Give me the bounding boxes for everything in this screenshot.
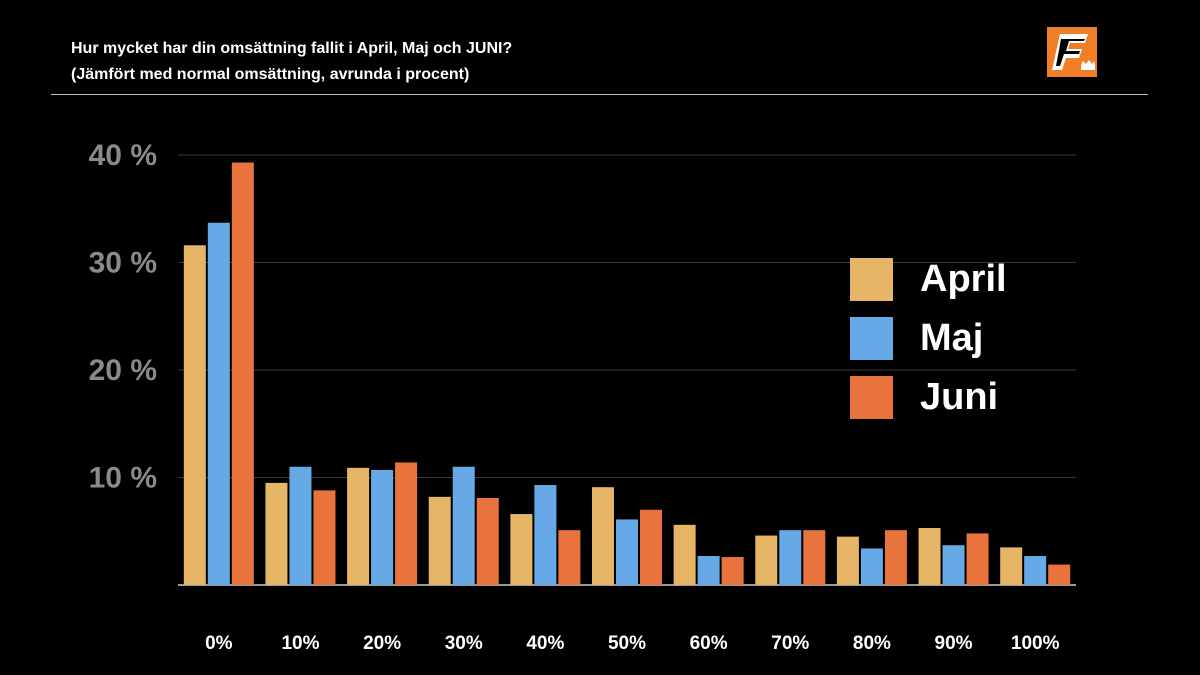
x-tick-label: 50% bbox=[608, 633, 646, 654]
x-tick-label: 30% bbox=[445, 633, 483, 654]
legend-swatch-maj bbox=[850, 317, 893, 360]
bar-maj bbox=[534, 485, 557, 585]
x-tick-label: 80% bbox=[853, 633, 891, 654]
legend-swatch-april bbox=[850, 258, 893, 301]
bar-juni bbox=[884, 530, 907, 585]
legend-label-maj: Maj bbox=[920, 317, 984, 359]
chart-legend: April Maj Juni bbox=[850, 250, 1007, 427]
legend-label-april: April bbox=[920, 258, 1007, 300]
bar-maj bbox=[860, 548, 883, 585]
bar-maj bbox=[289, 466, 312, 585]
x-tick-label: 0% bbox=[205, 633, 233, 654]
bar-juni bbox=[1048, 564, 1071, 585]
bar-juni bbox=[313, 490, 336, 585]
y-tick-label: 40 % bbox=[89, 139, 157, 172]
f-crown-logo-icon bbox=[1047, 27, 1097, 77]
bar-juni bbox=[476, 497, 499, 585]
bar-maj bbox=[1024, 555, 1047, 585]
x-tick-label: 90% bbox=[935, 633, 973, 654]
bar-juni bbox=[966, 533, 989, 585]
y-tick-label: 20 % bbox=[89, 354, 157, 387]
header-divider bbox=[51, 94, 1148, 95]
legend-item-maj: Maj bbox=[850, 309, 1007, 368]
chart-header: Hur mycket har din omsättning fallit i A… bbox=[71, 36, 512, 88]
bar-april bbox=[673, 524, 696, 585]
x-tick-label: 70% bbox=[771, 633, 809, 654]
bar-april bbox=[592, 487, 614, 585]
bar-april bbox=[183, 245, 206, 586]
bar-april bbox=[1000, 547, 1023, 585]
bar-juni bbox=[803, 530, 826, 585]
bar-juni bbox=[231, 162, 254, 585]
legend-item-juni: Juni bbox=[850, 368, 1007, 427]
bar-april bbox=[347, 467, 370, 585]
bar-april bbox=[265, 482, 288, 585]
bar-april bbox=[755, 535, 778, 585]
bar-maj bbox=[616, 519, 638, 585]
bar-juni bbox=[721, 557, 744, 585]
bar-april bbox=[918, 528, 941, 585]
y-tick-label: 10 % bbox=[89, 461, 157, 494]
bar-maj bbox=[697, 555, 720, 585]
x-tick-label: 40% bbox=[526, 633, 564, 654]
bar-april bbox=[428, 496, 451, 585]
bar-maj bbox=[207, 222, 230, 585]
legend-label-juni: Juni bbox=[920, 376, 999, 418]
bar-juni bbox=[558, 530, 581, 585]
bar-maj bbox=[371, 469, 394, 585]
y-tick-label: 30 % bbox=[89, 246, 157, 279]
bar-maj bbox=[452, 466, 475, 585]
x-tick-label: 10% bbox=[281, 633, 319, 654]
x-tick-label: 60% bbox=[690, 633, 728, 654]
bar-april bbox=[510, 514, 533, 585]
legend-swatch-juni bbox=[850, 376, 893, 419]
bar-april bbox=[836, 536, 859, 585]
bar-maj bbox=[942, 545, 965, 585]
legend-item-april: April bbox=[850, 250, 1007, 309]
bar-juni bbox=[395, 462, 418, 585]
bar-juni bbox=[640, 509, 662, 585]
x-tick-label: 20% bbox=[363, 633, 401, 654]
chart-title: Hur mycket har din omsättning fallit i A… bbox=[71, 40, 513, 57]
x-tick-label: 100% bbox=[1011, 633, 1060, 654]
bar-maj bbox=[779, 530, 802, 585]
chart-subtitle: (Jämfört med normal omsättning, avrunda … bbox=[71, 66, 470, 83]
